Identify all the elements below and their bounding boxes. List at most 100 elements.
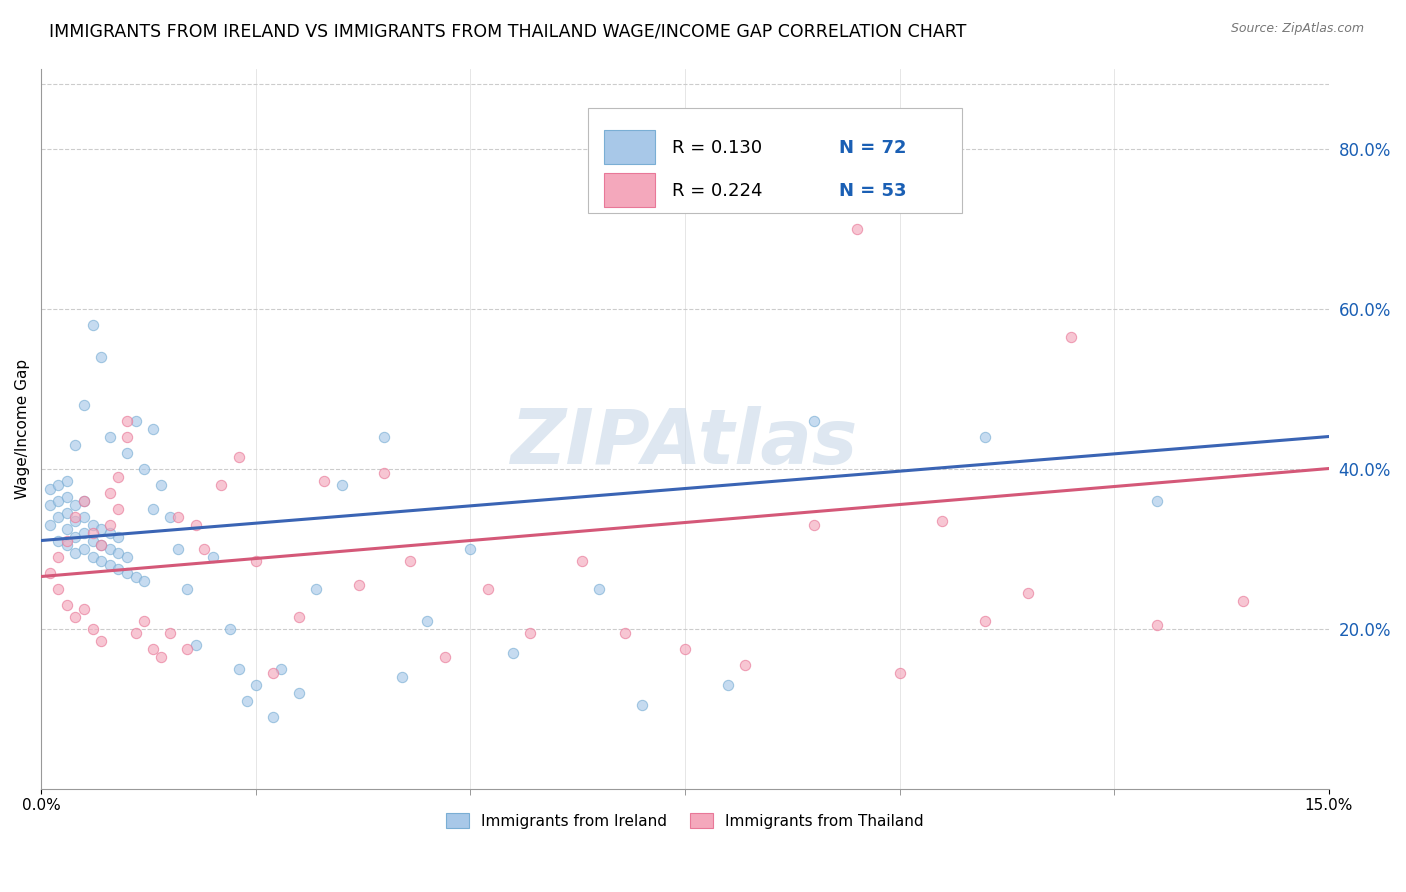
Point <box>391 669 413 683</box>
Point <box>107 561 129 575</box>
Point <box>270 661 292 675</box>
Point <box>159 509 181 524</box>
Point <box>803 413 825 427</box>
Point <box>46 582 69 596</box>
Point <box>46 549 69 564</box>
Text: N = 53: N = 53 <box>839 182 907 200</box>
Point <box>717 677 740 691</box>
Point <box>167 541 190 556</box>
Point <box>150 477 173 491</box>
Point <box>134 574 156 588</box>
Point <box>73 525 96 540</box>
Point <box>477 582 499 596</box>
Point <box>115 549 138 564</box>
Point <box>56 522 79 536</box>
Point <box>56 598 79 612</box>
Point <box>65 545 87 559</box>
Point <box>193 541 215 556</box>
Point <box>38 566 60 580</box>
Point <box>176 582 198 596</box>
Point <box>287 609 309 624</box>
Point <box>588 582 610 596</box>
Point <box>90 537 112 551</box>
Point <box>46 493 69 508</box>
Point <box>82 517 104 532</box>
Point <box>98 541 121 556</box>
Point <box>65 529 87 543</box>
Point <box>228 661 250 675</box>
Point <box>90 350 112 364</box>
Point <box>65 514 87 528</box>
Point <box>330 477 353 491</box>
Point <box>107 529 129 543</box>
Point <box>142 501 165 516</box>
Point <box>571 553 593 567</box>
Point <box>631 698 654 712</box>
Point <box>433 649 456 664</box>
Point <box>98 517 121 532</box>
Point <box>889 665 911 680</box>
Point <box>98 525 121 540</box>
Point <box>314 474 336 488</box>
Point <box>931 514 953 528</box>
Point <box>142 421 165 435</box>
Point <box>373 466 395 480</box>
Point <box>201 549 224 564</box>
Point <box>56 537 79 551</box>
Point <box>82 525 104 540</box>
Point <box>176 641 198 656</box>
Point <box>1146 493 1168 508</box>
Point <box>124 625 146 640</box>
Point <box>134 614 156 628</box>
Point <box>347 577 370 591</box>
Point <box>184 517 207 532</box>
Point <box>373 429 395 443</box>
Point <box>65 437 87 451</box>
Text: R = 0.130: R = 0.130 <box>672 139 762 157</box>
Point <box>150 649 173 664</box>
Point <box>73 398 96 412</box>
Text: ZIPAtlas: ZIPAtlas <box>512 406 859 480</box>
Point <box>245 677 267 691</box>
Point <box>56 506 79 520</box>
Point <box>1146 617 1168 632</box>
Text: N = 72: N = 72 <box>839 139 907 157</box>
FancyBboxPatch shape <box>603 173 655 207</box>
Point <box>399 553 422 567</box>
Point <box>46 533 69 548</box>
Point <box>142 641 165 656</box>
Point <box>115 429 138 443</box>
Point <box>107 469 129 483</box>
Point <box>124 569 146 583</box>
Point <box>1060 329 1083 343</box>
Point <box>82 549 104 564</box>
Point <box>65 509 87 524</box>
Point <box>46 509 69 524</box>
Text: IMMIGRANTS FROM IRELAND VS IMMIGRANTS FROM THAILAND WAGE/INCOME GAP CORRELATION : IMMIGRANTS FROM IRELAND VS IMMIGRANTS FR… <box>49 22 966 40</box>
Text: Source: ZipAtlas.com: Source: ZipAtlas.com <box>1230 22 1364 36</box>
Point <box>262 709 284 723</box>
Point <box>734 657 756 672</box>
Point <box>56 474 79 488</box>
Point <box>107 545 129 559</box>
Point <box>209 477 232 491</box>
Point <box>974 614 997 628</box>
Point <box>159 625 181 640</box>
Point <box>974 429 997 443</box>
Point <box>38 498 60 512</box>
Point <box>502 646 524 660</box>
Point <box>98 558 121 572</box>
Point <box>1232 593 1254 607</box>
Point <box>305 582 328 596</box>
Point <box>416 614 439 628</box>
Point <box>460 541 482 556</box>
Point <box>56 490 79 504</box>
Point <box>262 665 284 680</box>
Point <box>1017 585 1039 599</box>
Point <box>38 482 60 496</box>
Point <box>115 566 138 580</box>
Point <box>107 501 129 516</box>
Point <box>82 622 104 636</box>
Point <box>38 517 60 532</box>
Point <box>184 638 207 652</box>
